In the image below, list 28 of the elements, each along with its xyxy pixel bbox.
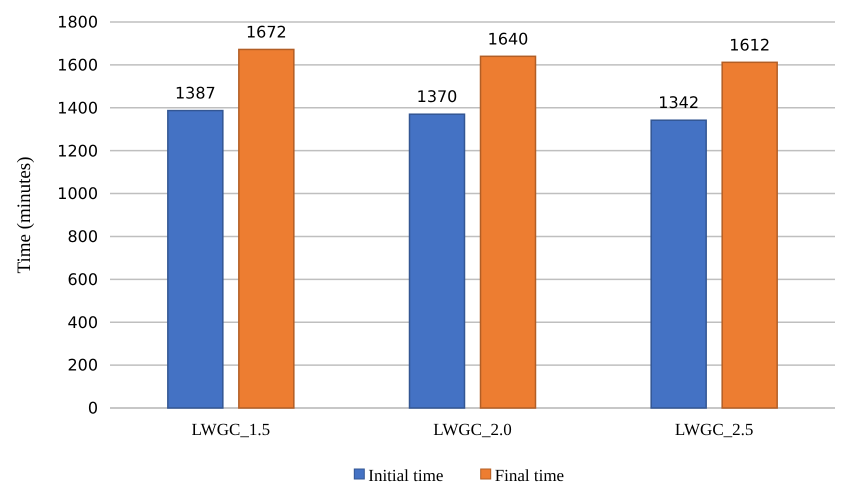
data-label: 1387 (174, 84, 216, 103)
y-axis-title: Time (minutes) (14, 156, 35, 274)
bar (650, 119, 707, 409)
y-tick-label: 0 (88, 398, 98, 418)
data-label: 1672 (246, 22, 287, 42)
bar (408, 113, 466, 409)
y-tick-label: 600 (67, 270, 98, 289)
y-tick-label: 1600 (57, 55, 98, 74)
data-label: 1342 (658, 93, 700, 112)
bar (721, 62, 778, 409)
legend-label: Initial time (368, 466, 444, 485)
y-tick-label: 200 (67, 356, 98, 375)
data-label: 1370 (416, 87, 458, 106)
y-tick-label: 1000 (57, 184, 98, 204)
bar (238, 48, 295, 409)
data-label: 1640 (488, 29, 528, 48)
x-tick-label: LWGC_2.5 (674, 420, 754, 439)
bar (480, 56, 536, 409)
y-tick-label: 1800 (57, 12, 98, 32)
data-label: 1612 (729, 35, 770, 54)
x-tick-label: LWGC_2.0 (433, 420, 512, 439)
y-tick-label: 1400 (57, 98, 98, 118)
y-tick-label: 400 (67, 312, 98, 332)
legend-label: Final time (494, 466, 564, 485)
x-tick-label: LWGC_1.5 (192, 420, 270, 439)
y-tick-label: 1200 (57, 141, 98, 160)
y-tick-label: 800 (67, 227, 98, 246)
bar (167, 110, 224, 409)
